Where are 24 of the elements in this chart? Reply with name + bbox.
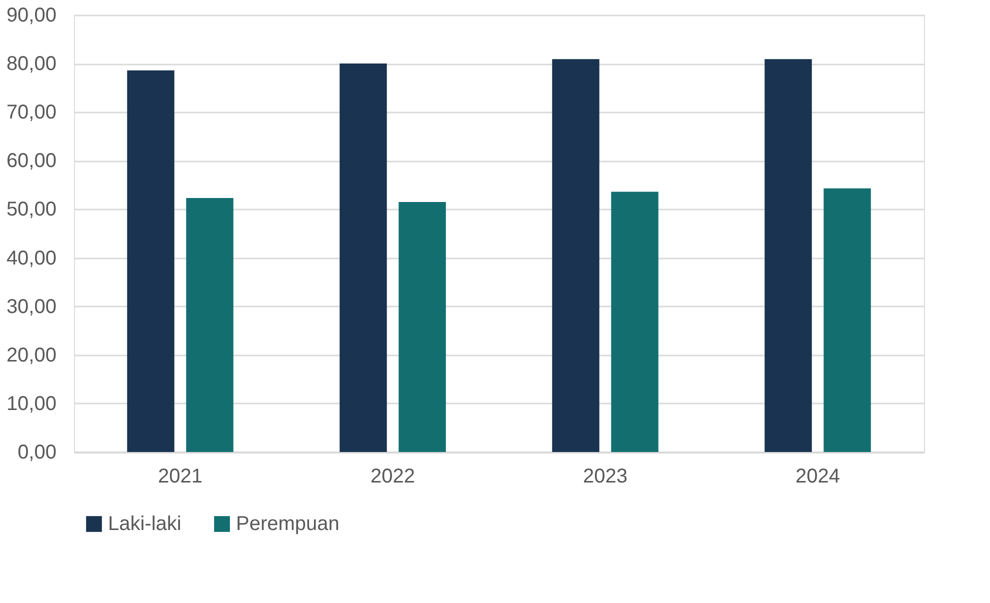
y-tick-label: 20,00 [6,344,56,366]
y-tick-label: 10,00 [6,392,56,415]
y-tick-label: 80,00 [6,53,56,76]
y-tick-label: 40,00 [6,247,56,270]
bar [611,192,658,452]
bar [552,59,600,452]
y-tick-label: 90,00 [6,4,56,26]
bar [127,70,174,452]
x-tick-label: 2023 [583,466,628,488]
bar [764,59,812,452]
y-tick-label: 70,00 [6,102,56,124]
bar [398,202,446,452]
legend-label: Laki-laki [108,513,182,535]
bar [340,64,387,452]
y-tick-label: 0,00 [18,442,56,464]
y-tick-label: 30,00 [6,296,56,318]
legend-label: Perempuan [236,513,340,535]
bar [824,188,871,452]
y-tick-label: 60,00 [6,150,56,172]
x-tick-label: 2022 [370,466,415,488]
y-tick-label: 50,00 [6,198,56,221]
x-tick-label: 2021 [158,466,202,488]
x-tick-label: 2024 [796,466,840,488]
bar [186,198,234,452]
